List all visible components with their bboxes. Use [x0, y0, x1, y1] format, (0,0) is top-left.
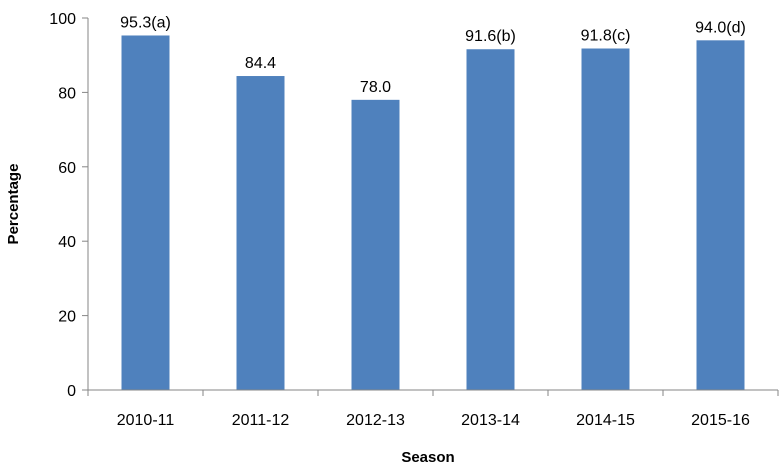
- x-tick-label-2013-14: 2013-14: [461, 412, 520, 429]
- data-label-2011-12: 84.4: [245, 55, 276, 72]
- data-labels-group: 95.3(a) 84.4 78.0 91.6(b) 91.8(c) 94.0(d): [120, 14, 746, 95]
- y-tick-label-0: 0: [67, 383, 76, 400]
- bars-group: [121, 35, 745, 391]
- x-tick-label-2012-13: 2012-13: [346, 412, 405, 429]
- y-tick-label-60: 60: [58, 160, 76, 177]
- data-label-2012-13: 78.0: [360, 79, 391, 96]
- x-tick-label-2010-11: 2010-11: [117, 412, 175, 429]
- data-label-2013-14: 91.6(b): [465, 28, 516, 45]
- bar-2012-13: [351, 99, 400, 390]
- bar-2014-15: [581, 48, 630, 391]
- y-tick-label-20: 20: [58, 309, 76, 326]
- y-tick-label-100: 100: [49, 11, 76, 28]
- data-label-2010-11: 95.3(a): [120, 14, 171, 31]
- x-tick-label-2015-16: 2015-16: [691, 412, 750, 429]
- y-tick-label-80: 80: [58, 85, 76, 102]
- data-label-2015-16: 94.0(d): [695, 19, 746, 36]
- x-tick-label-2014-15: 2014-15: [576, 412, 635, 429]
- x-tick-label-2011-12: 2011-12: [232, 412, 290, 429]
- bar-2011-12: [236, 76, 285, 391]
- bar-2013-14: [466, 49, 515, 391]
- x-axis: 2010-11 2011-12 2012-13 2013-14 2014-15 2015-…: [87, 389, 779, 429]
- y-axis-title: Percentage: [5, 164, 22, 245]
- data-label-2014-15: 91.8(c): [581, 28, 631, 45]
- y-tick-label-40: 40: [58, 234, 76, 251]
- bar-2010-11: [121, 35, 170, 390]
- bar-2015-16: [696, 40, 745, 390]
- y-axis: 0 20 40 60 80 100: [49, 11, 89, 400]
- x-axis-title: Season: [401, 449, 454, 466]
